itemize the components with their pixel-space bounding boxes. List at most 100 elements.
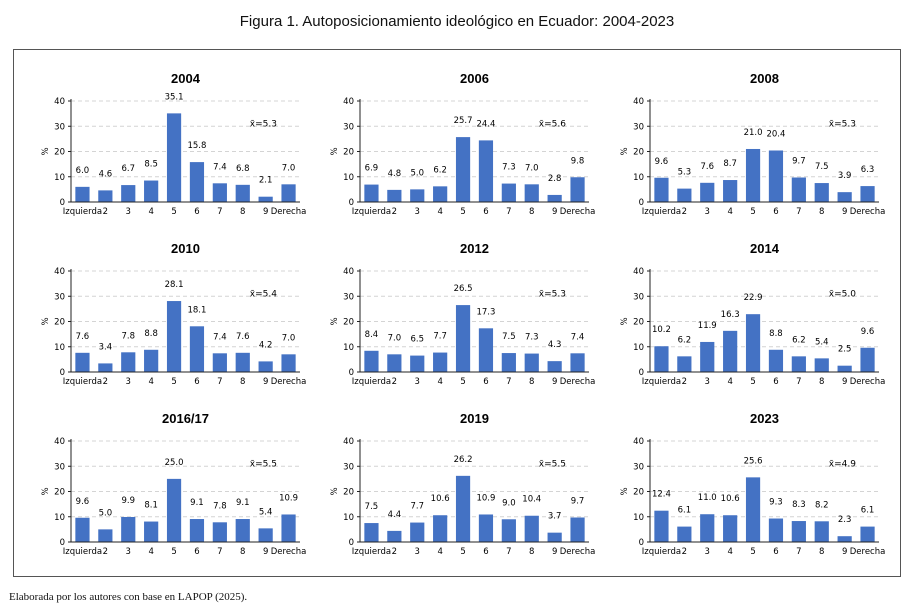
bar-value-label: 4.4 bbox=[388, 510, 402, 520]
y-tick-label: 10 bbox=[343, 343, 354, 353]
bar-value-label: 22.9 bbox=[744, 293, 763, 303]
bar bbox=[410, 355, 425, 372]
bar bbox=[455, 137, 471, 202]
chart-title: 2012 bbox=[460, 241, 489, 256]
bar bbox=[524, 353, 539, 372]
bar bbox=[524, 184, 539, 202]
x-tick-label: 7 bbox=[217, 207, 222, 217]
bar-value-label: 10.6 bbox=[431, 494, 450, 504]
bar bbox=[258, 361, 273, 372]
bar bbox=[189, 326, 205, 372]
bar-value-label: 16.3 bbox=[721, 310, 740, 320]
x-tick-label: 4 bbox=[727, 547, 732, 557]
y-tick-label: 20 bbox=[633, 148, 644, 158]
y-tick-label: 40 bbox=[633, 267, 644, 277]
x-tick-label: 4 bbox=[437, 377, 442, 387]
bar bbox=[75, 352, 90, 372]
bar bbox=[700, 341, 715, 372]
x-tick-label: 5 bbox=[171, 547, 176, 557]
bar-value-label: 4.3 bbox=[548, 340, 562, 350]
bar-value-label: 7.4 bbox=[213, 162, 227, 172]
bar bbox=[387, 530, 402, 542]
x-tick-label: Derecha bbox=[560, 547, 596, 557]
bar bbox=[212, 522, 227, 542]
bar bbox=[700, 182, 715, 202]
x-tick-label: 3 bbox=[705, 207, 710, 217]
bar bbox=[121, 517, 136, 542]
bar-value-label: 10.6 bbox=[721, 494, 740, 504]
bar bbox=[654, 177, 669, 202]
y-tick-label: 30 bbox=[54, 292, 65, 302]
bar bbox=[364, 184, 379, 202]
bar-chart-panel: 2010 0 10 20 30 40% 7.6 Izquierda 3.4 2 7.8 3 8.8 4 28… bbox=[41, 241, 306, 387]
bar bbox=[677, 188, 692, 202]
bar-value-label: 28.1 bbox=[165, 280, 184, 290]
bar-value-label: 7.6 bbox=[700, 162, 714, 172]
bar-value-label: 6.2 bbox=[678, 335, 692, 345]
y-tick-label: 40 bbox=[54, 267, 65, 277]
x-tick-label: 4 bbox=[148, 377, 153, 387]
x-tick-label: 2 bbox=[103, 547, 108, 557]
bar bbox=[837, 365, 852, 372]
bar bbox=[144, 521, 159, 542]
y-axis-label: % bbox=[41, 147, 51, 155]
bar bbox=[501, 353, 516, 372]
y-tick-label: 0 bbox=[60, 198, 65, 208]
bar bbox=[814, 183, 829, 202]
x-tick-label: 4 bbox=[437, 207, 442, 217]
bar-value-label: 12.4 bbox=[652, 490, 671, 500]
bar bbox=[654, 346, 669, 372]
x-tick-label: 3 bbox=[415, 547, 420, 557]
bar bbox=[98, 363, 113, 372]
x-tick-label: 7 bbox=[796, 547, 801, 557]
mean-annotation: x̄=5.6 bbox=[539, 120, 566, 130]
x-tick-label: Izquierda bbox=[642, 547, 681, 557]
x-tick-label: 2 bbox=[682, 377, 687, 387]
y-tick-label: 10 bbox=[633, 173, 644, 183]
y-axis-label: % bbox=[330, 487, 340, 495]
x-tick-label: 8 bbox=[819, 207, 824, 217]
bar-value-label: 4.8 bbox=[388, 169, 402, 179]
bar bbox=[212, 183, 227, 202]
bar bbox=[768, 150, 784, 202]
bar-value-label: 8.1 bbox=[144, 501, 158, 511]
bar-value-label: 5.0 bbox=[99, 508, 113, 518]
bar-value-label: 10.9 bbox=[476, 493, 495, 503]
x-tick-label: 6 bbox=[773, 547, 778, 557]
x-tick-label: Derecha bbox=[560, 377, 596, 387]
x-tick-label: 6 bbox=[194, 207, 199, 217]
y-tick-label: 30 bbox=[633, 462, 644, 472]
bar bbox=[860, 186, 875, 202]
bar bbox=[235, 519, 250, 542]
x-tick-label: 7 bbox=[506, 547, 511, 557]
x-tick-label: 7 bbox=[796, 207, 801, 217]
bar bbox=[144, 349, 159, 372]
y-tick-label: 40 bbox=[343, 437, 354, 447]
bar-value-label: 26.5 bbox=[454, 284, 473, 294]
bar bbox=[570, 517, 585, 542]
x-tick-label: Derecha bbox=[850, 207, 886, 217]
x-tick-label: 5 bbox=[460, 377, 465, 387]
bar-chart-panel: 2004 0 10 20 30 40% 6.0 Izquierda 4.6 2 6.7 3 8.5 4 35… bbox=[41, 71, 306, 217]
bar-value-label: 5.0 bbox=[410, 168, 424, 178]
x-tick-label: Izquierda bbox=[63, 377, 102, 387]
x-tick-label: 9 bbox=[842, 547, 847, 557]
bar bbox=[258, 196, 273, 202]
bar-value-label: 6.5 bbox=[410, 335, 424, 345]
chart-title: 2023 bbox=[750, 411, 779, 426]
x-tick-label: 6 bbox=[483, 207, 488, 217]
bar-value-label: 7.6 bbox=[76, 332, 90, 342]
y-tick-label: 20 bbox=[343, 318, 354, 328]
x-tick-label: 5 bbox=[460, 207, 465, 217]
bar-chart-panel: 2008 0 10 20 30 40% 9.6 Izquierda 5.3 2 7.6 3 8.7 4 21… bbox=[620, 71, 886, 217]
bar bbox=[281, 514, 296, 542]
bar bbox=[791, 177, 806, 202]
mean-annotation: x̄=5.3 bbox=[829, 120, 856, 130]
bar-value-label: 4.2 bbox=[259, 340, 273, 350]
bar-value-label: 5.4 bbox=[815, 337, 829, 347]
bar-value-label: 6.2 bbox=[792, 335, 806, 345]
x-tick-label: 2 bbox=[392, 547, 397, 557]
bar-value-label: 8.8 bbox=[769, 329, 783, 339]
bar-value-label: 25.6 bbox=[744, 456, 763, 466]
figure-frame bbox=[13, 49, 901, 577]
